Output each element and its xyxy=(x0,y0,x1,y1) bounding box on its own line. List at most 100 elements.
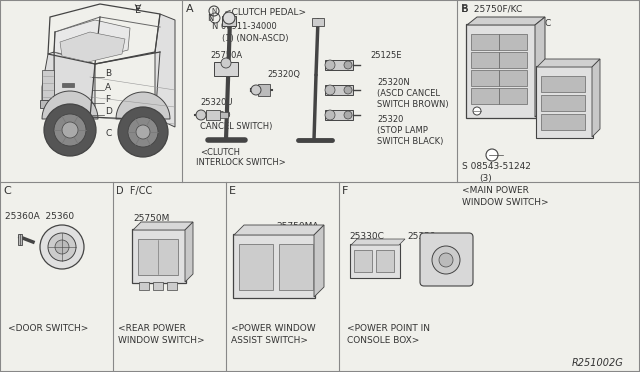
Text: 25339: 25339 xyxy=(407,232,436,241)
Bar xyxy=(167,282,177,290)
Circle shape xyxy=(54,114,86,146)
FancyBboxPatch shape xyxy=(471,88,499,104)
Text: 25750F/CC: 25750F/CC xyxy=(502,18,551,27)
Bar xyxy=(220,112,228,118)
Text: E: E xyxy=(229,186,236,196)
Polygon shape xyxy=(54,52,95,110)
Bar xyxy=(40,100,56,108)
Text: 25125E: 25125E xyxy=(370,51,401,60)
Polygon shape xyxy=(537,59,600,67)
Circle shape xyxy=(439,253,453,267)
Polygon shape xyxy=(42,91,98,119)
Text: B: B xyxy=(461,4,468,14)
Text: C: C xyxy=(3,186,11,196)
Circle shape xyxy=(223,12,235,24)
FancyBboxPatch shape xyxy=(499,88,527,104)
FancyBboxPatch shape xyxy=(541,95,585,111)
Text: SWITCH BLACK): SWITCH BLACK) xyxy=(377,137,444,146)
Text: <POWER WINDOW: <POWER WINDOW xyxy=(231,324,316,333)
Circle shape xyxy=(344,86,352,94)
Text: SWITCH BROWN): SWITCH BROWN) xyxy=(377,100,449,109)
Circle shape xyxy=(344,111,352,119)
FancyBboxPatch shape xyxy=(239,244,273,290)
Circle shape xyxy=(486,149,498,161)
Text: D: D xyxy=(105,108,112,116)
Text: S 08543-51242: S 08543-51242 xyxy=(462,162,531,171)
Polygon shape xyxy=(54,20,130,60)
FancyBboxPatch shape xyxy=(350,244,400,278)
FancyBboxPatch shape xyxy=(376,250,394,272)
Text: ASSIST SWITCH>: ASSIST SWITCH> xyxy=(231,336,308,345)
Text: N: N xyxy=(211,8,216,14)
Bar xyxy=(325,60,353,70)
Text: INTERLOCK SWITCH>: INTERLOCK SWITCH> xyxy=(196,158,285,167)
Text: CANCEL SWITCH): CANCEL SWITCH) xyxy=(200,122,273,131)
Polygon shape xyxy=(42,52,54,102)
Circle shape xyxy=(44,104,96,156)
Bar xyxy=(153,282,163,290)
Text: N: N xyxy=(207,14,213,23)
Text: E: E xyxy=(135,5,141,15)
Circle shape xyxy=(432,246,460,274)
FancyBboxPatch shape xyxy=(541,76,585,92)
Text: 25320Q: 25320Q xyxy=(267,70,300,79)
Circle shape xyxy=(344,61,352,69)
Text: B: B xyxy=(105,70,111,78)
Text: F: F xyxy=(342,186,348,196)
FancyBboxPatch shape xyxy=(536,66,593,138)
Text: <CLUTCH PEDAL>: <CLUTCH PEDAL> xyxy=(224,8,306,17)
Text: D  F/CC: D F/CC xyxy=(116,186,152,196)
Circle shape xyxy=(136,125,150,139)
Polygon shape xyxy=(351,239,405,245)
Polygon shape xyxy=(234,225,324,235)
Text: <DOOR SWITCH>: <DOOR SWITCH> xyxy=(8,324,88,333)
FancyBboxPatch shape xyxy=(471,34,499,50)
Text: 25320: 25320 xyxy=(377,115,403,124)
Text: CONSOLE BOX>: CONSOLE BOX> xyxy=(347,336,419,345)
Text: (ASCD: (ASCD xyxy=(204,111,230,120)
FancyBboxPatch shape xyxy=(233,234,315,298)
Bar xyxy=(62,83,74,87)
Text: (3): (3) xyxy=(479,174,492,183)
Text: 25750A: 25750A xyxy=(210,51,242,60)
Polygon shape xyxy=(185,222,193,282)
Circle shape xyxy=(325,110,335,120)
FancyBboxPatch shape xyxy=(541,114,585,130)
Circle shape xyxy=(40,225,84,269)
Circle shape xyxy=(325,85,335,95)
FancyBboxPatch shape xyxy=(471,52,499,68)
FancyBboxPatch shape xyxy=(499,70,527,86)
Circle shape xyxy=(118,107,168,157)
Text: 25320N: 25320N xyxy=(377,78,410,87)
Circle shape xyxy=(325,60,335,70)
Polygon shape xyxy=(133,222,193,230)
Text: A: A xyxy=(105,83,111,92)
Text: (STOP LAMP: (STOP LAMP xyxy=(377,126,428,135)
Text: A: A xyxy=(186,4,194,14)
Text: C: C xyxy=(105,129,111,138)
Polygon shape xyxy=(535,17,545,117)
FancyBboxPatch shape xyxy=(132,229,186,283)
Circle shape xyxy=(128,117,158,147)
Text: 25750M: 25750M xyxy=(133,214,170,223)
Text: WINDOW SWITCH>: WINDOW SWITCH> xyxy=(462,198,548,207)
Text: 25320U: 25320U xyxy=(200,98,232,107)
Text: <POWER POINT IN: <POWER POINT IN xyxy=(347,324,430,333)
Text: (ASCD CANCEL: (ASCD CANCEL xyxy=(377,89,440,98)
Text: 25330C: 25330C xyxy=(349,232,384,241)
Text: 25360A  25360: 25360A 25360 xyxy=(5,212,74,221)
Text: <CLUTCH: <CLUTCH xyxy=(200,148,240,157)
FancyBboxPatch shape xyxy=(466,24,536,118)
Text: (1) (NON-ASCD): (1) (NON-ASCD) xyxy=(222,34,289,43)
Bar xyxy=(258,84,270,96)
Bar xyxy=(139,282,149,290)
FancyBboxPatch shape xyxy=(499,34,527,50)
Bar xyxy=(325,110,353,120)
Text: 25750MA: 25750MA xyxy=(276,222,319,231)
Circle shape xyxy=(473,107,481,115)
Circle shape xyxy=(196,110,206,120)
Polygon shape xyxy=(18,234,22,245)
FancyBboxPatch shape xyxy=(354,250,372,272)
Polygon shape xyxy=(592,59,600,137)
Bar xyxy=(325,85,353,95)
